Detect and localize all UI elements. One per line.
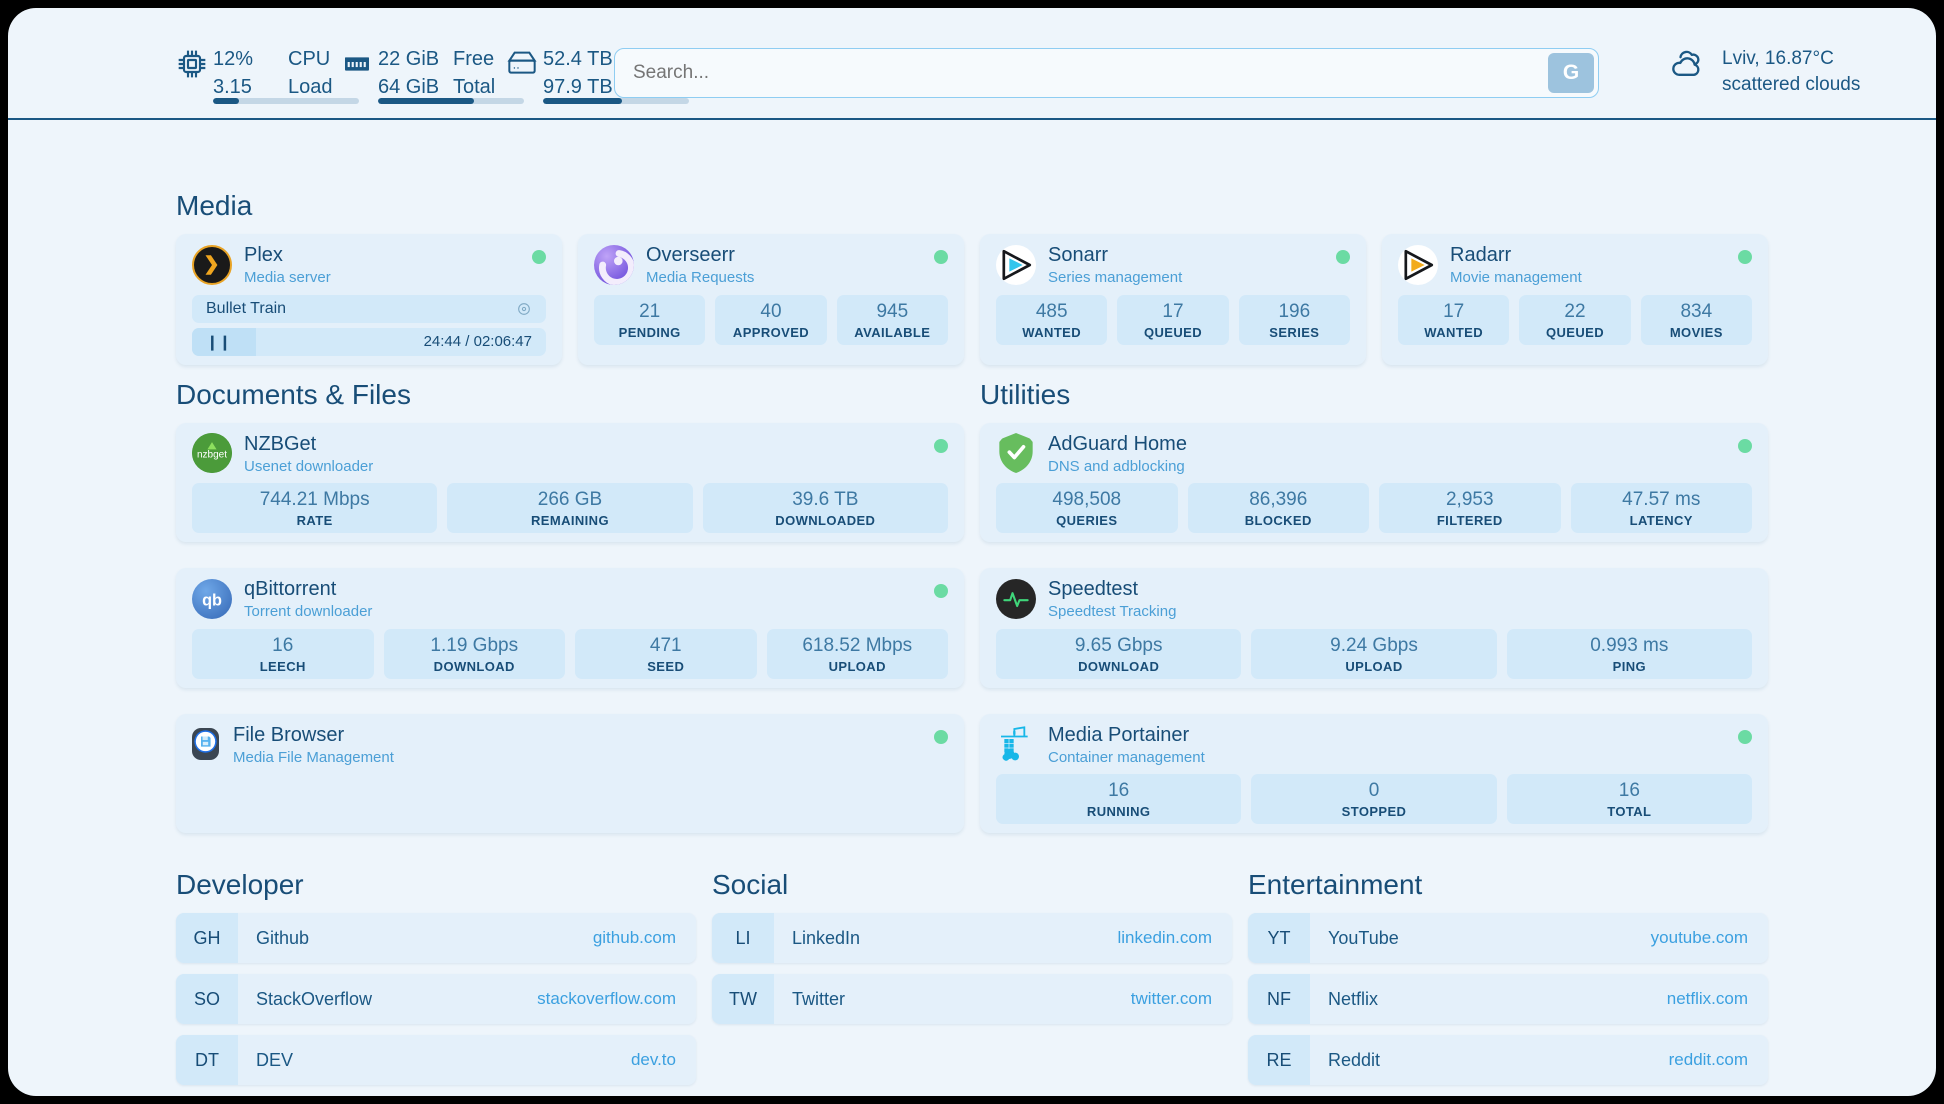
svg-text:nzbget: nzbget: [197, 450, 227, 461]
svg-text:qb: qb: [202, 591, 222, 609]
